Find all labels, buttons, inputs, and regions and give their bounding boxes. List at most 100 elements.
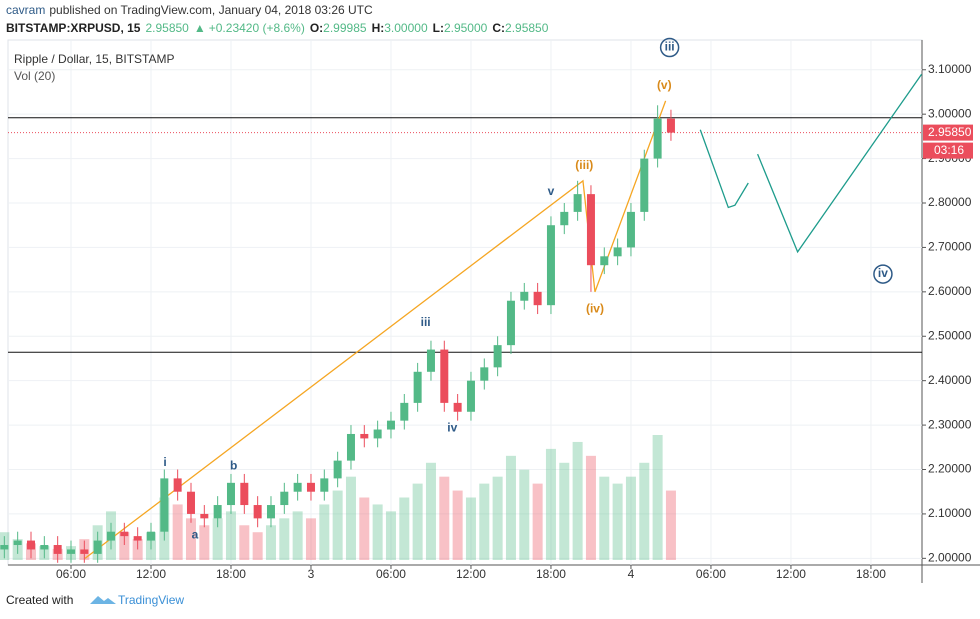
author[interactable]: cavram	[6, 3, 45, 17]
wave-label: iv	[878, 266, 888, 280]
x-tick-label: 12:00	[136, 567, 166, 581]
candle-body	[66, 549, 75, 554]
countdown-box	[923, 142, 973, 159]
candle-body	[346, 433, 355, 461]
byline: cavram published on TradingView.com, Janu…	[6, 3, 373, 17]
volume-bar	[132, 539, 143, 560]
candle-body	[226, 482, 235, 506]
candle-body	[493, 345, 502, 368]
symbol-line: BITSTAMP:XRPUSD, 15 2.95850 ▲ +0.23420 (+8.…	[6, 21, 549, 35]
y-tick-label: 2.40000	[928, 373, 972, 387]
volume-bar	[665, 490, 676, 560]
volume-bar	[599, 476, 610, 560]
candle-body	[0, 545, 9, 550]
candle-body	[80, 549, 89, 554]
wave-label: v	[548, 184, 555, 198]
y-tick-label: 2.00000	[928, 551, 972, 565]
countdown: 03:16	[934, 143, 964, 157]
ohlc-label: C:	[492, 21, 505, 35]
x-tick-label: 3	[308, 567, 315, 581]
candle-body	[600, 256, 609, 266]
volume-bar	[185, 518, 196, 560]
footer-created: Created with	[6, 593, 73, 607]
candle-body	[333, 460, 342, 479]
y-tick-label: 2.20000	[928, 462, 972, 476]
candle-body	[640, 158, 649, 212]
candle-body	[613, 247, 622, 257]
candle-body	[186, 491, 195, 514]
volume-bar	[292, 511, 303, 560]
volume-bar	[252, 532, 263, 560]
volume-bar	[412, 483, 423, 560]
last-price-box	[923, 124, 973, 141]
candle-body	[53, 545, 62, 554]
volume-bar	[212, 518, 223, 560]
volume-bar	[639, 462, 650, 560]
published: published on TradingView.com, January 04…	[49, 3, 373, 17]
candle-body	[440, 349, 449, 403]
x-tick-label: 12:00	[776, 567, 806, 581]
candle-body	[653, 118, 662, 159]
candle-body	[573, 194, 582, 212]
y-tick-label: 2.10000	[928, 506, 972, 520]
volume-bar	[505, 455, 516, 560]
candle-body	[253, 505, 262, 519]
candle-body	[266, 505, 275, 519]
candle-body	[280, 491, 289, 506]
candle-body	[586, 194, 595, 266]
wave-label: a	[192, 527, 199, 541]
volume-bar	[345, 476, 356, 560]
candle-body	[666, 118, 675, 133]
last: 2.95850	[145, 21, 189, 35]
y-tick-label: 2.50000	[928, 328, 972, 342]
candle-body	[560, 211, 569, 226]
ohlc-label: L:	[433, 21, 444, 35]
volume-bar	[532, 483, 543, 560]
wave-label: b	[230, 459, 237, 473]
candle-body	[413, 371, 422, 403]
volume-bar	[465, 497, 476, 560]
candle-body	[426, 349, 435, 372]
volume-bar	[239, 525, 250, 560]
volume-bar	[385, 511, 396, 560]
volume-bar	[425, 462, 436, 560]
candle-body	[120, 531, 129, 537]
y-tick-label: 2.80000	[928, 195, 972, 209]
change: +0.23420 (+8.6%)	[209, 21, 305, 35]
volume-bar	[172, 504, 183, 560]
volume-bar	[305, 518, 316, 560]
footer-brand[interactable]: TradingView	[118, 593, 184, 607]
candle-body	[240, 482, 249, 506]
volume-bar	[612, 483, 623, 560]
candle-body	[173, 478, 182, 492]
y-tick-label: 2.70000	[928, 240, 972, 254]
candle-body	[40, 545, 49, 550]
candle-body	[453, 402, 462, 412]
ohlc-value: 3.00000	[384, 21, 428, 35]
ohlc-label: H:	[372, 21, 385, 35]
wave-label: (v)	[657, 78, 672, 92]
volume-bar	[265, 525, 276, 560]
x-tick-label: 18:00	[216, 567, 246, 581]
candle-body	[400, 402, 409, 421]
wave-label: iii	[665, 40, 675, 54]
candle-body	[146, 531, 155, 541]
volume-bar	[559, 462, 570, 560]
volume-bar	[439, 476, 450, 560]
candle-body	[293, 482, 302, 492]
candle-body	[133, 536, 142, 541]
wave-label: iii	[421, 315, 431, 329]
y-tick-label: 2.60000	[928, 284, 972, 298]
tv-logo	[90, 596, 116, 604]
last-price-label: 2.95850	[928, 125, 972, 139]
volume-bar	[225, 511, 236, 560]
volume-bar	[399, 497, 410, 560]
volume-bar	[625, 476, 636, 560]
x-tick-label: 18:00	[856, 567, 886, 581]
candle-body	[386, 420, 395, 430]
wave-label: i	[163, 455, 166, 469]
candle-body	[13, 540, 22, 546]
volume-label: Vol (20)	[14, 69, 55, 83]
x-tick-label: 06:00	[376, 567, 406, 581]
